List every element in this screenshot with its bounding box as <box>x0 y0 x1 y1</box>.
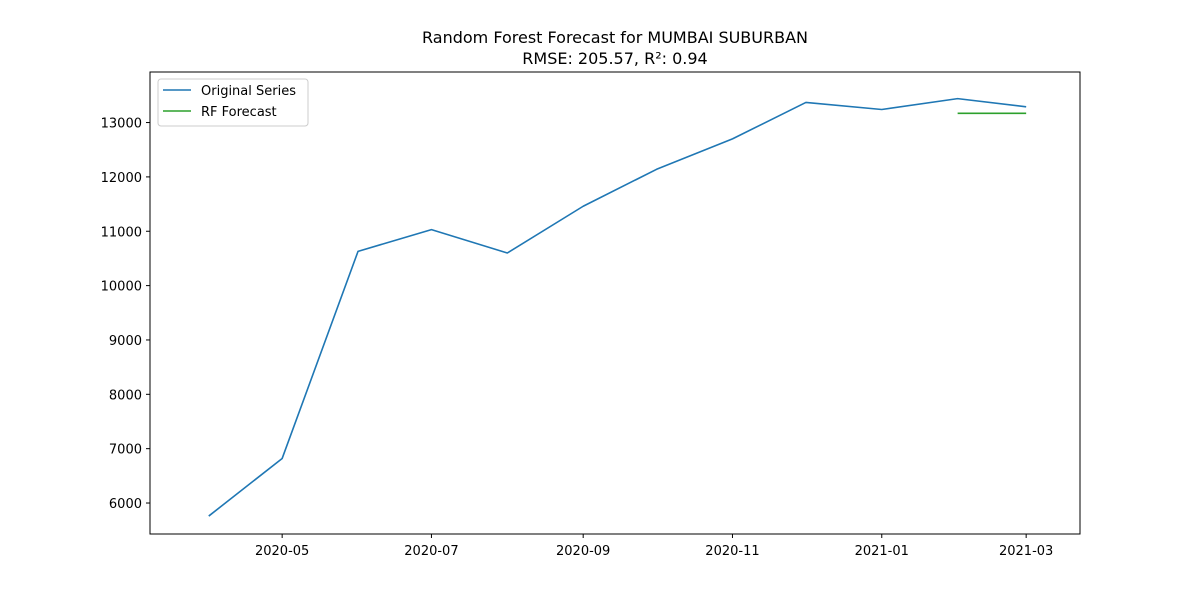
y-tick-label: 9000 <box>109 334 142 349</box>
y-tick-label: 13000 <box>101 117 142 132</box>
x-tick-label: 2020-09 <box>556 544 610 559</box>
plot-area <box>149 71 1081 535</box>
y-tick-label: 8000 <box>109 388 142 403</box>
y-tick-label: 6000 <box>109 497 142 512</box>
data-point-original-series <box>654 167 659 172</box>
y-tick-label: 12000 <box>101 171 142 186</box>
x-tick-label: 2020-05 <box>255 544 309 559</box>
data-point-rf-forecast <box>1024 111 1029 116</box>
x-tick-label: 2021-01 <box>855 544 909 559</box>
legend-label: RF Forecast <box>201 105 277 120</box>
x-axis: 2020-05 2020-07 2020-09 2020-11 2021-01 2021-… <box>255 534 1053 559</box>
data-point-rf-forecast <box>955 111 960 116</box>
x-tick-label: 2021-03 <box>999 544 1053 559</box>
x-tick-label: 2020-07 <box>404 544 458 559</box>
data-point-original-series <box>505 250 510 255</box>
chart-subtitle: RMSE: 205.57, R²: 0.94 <box>522 49 707 68</box>
legend-box <box>157 78 309 127</box>
y-tick-label: 7000 <box>109 443 142 458</box>
data-point-original-series <box>1024 104 1029 109</box>
data-point-original-series <box>280 456 285 461</box>
data-point-original-series <box>730 136 735 141</box>
y-axis: 6000 7000 8000 9000 10000 11000 12000 13000 <box>101 117 150 512</box>
data-point-original-series <box>581 204 586 209</box>
data-point-original-series <box>429 227 434 232</box>
legend-label: Original Series <box>201 84 296 99</box>
data-point-original-series <box>356 249 361 254</box>
data-point-original-series <box>803 100 808 105</box>
y-tick-label: 10000 <box>101 280 142 295</box>
x-tick-label: 2020-11 <box>705 544 759 559</box>
data-point-original-series <box>879 107 884 112</box>
series-line-original-series <box>208 97 1027 517</box>
data-point-original-series <box>955 96 960 101</box>
data-point-original-series <box>206 514 211 519</box>
legend: Original Series RF Forecast <box>157 78 309 127</box>
chart-title: Random Forest Forecast for MUMBAI SUBURB… <box>422 28 808 47</box>
y-tick-label: 11000 <box>101 225 142 240</box>
series-layer <box>206 96 1029 519</box>
